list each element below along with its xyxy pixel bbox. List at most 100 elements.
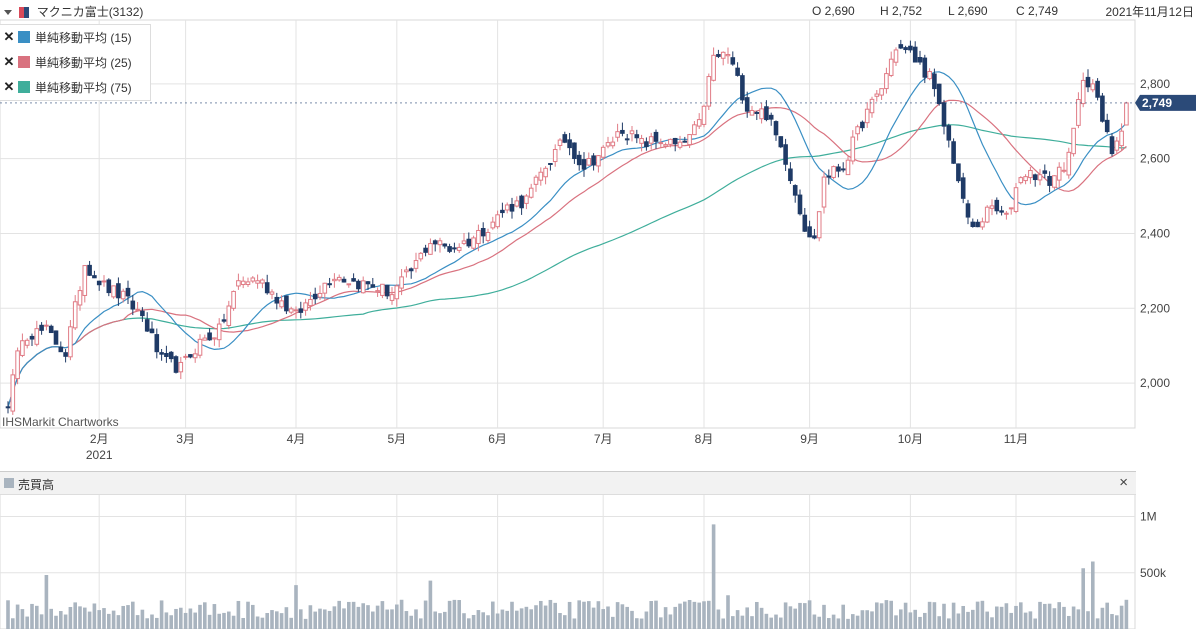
volume-bar	[327, 610, 332, 629]
volume-bar	[899, 609, 903, 629]
volume-title: 売買高	[18, 478, 55, 492]
volume-bar	[841, 604, 845, 629]
candle-body	[58, 346, 64, 353]
candle-body	[351, 278, 356, 282]
candle-body	[399, 276, 404, 289]
candle-body	[552, 148, 558, 163]
candle-body	[202, 337, 208, 341]
candle-body	[524, 195, 529, 204]
candle-body	[154, 334, 160, 353]
volume-bar	[1028, 611, 1033, 629]
candle-body	[610, 141, 616, 147]
volume-bar	[817, 616, 821, 629]
volume-bar	[188, 608, 193, 629]
volume-bar	[543, 605, 548, 629]
volume-bar	[822, 604, 826, 629]
candle-body	[706, 76, 712, 107]
candle-body	[989, 205, 995, 209]
symbol-selector[interactable]: マクニカ富士(3132)	[4, 3, 143, 20]
candle-body	[605, 142, 611, 147]
volume-bar	[519, 608, 524, 629]
candle-body	[999, 210, 1004, 213]
volume-bar	[231, 615, 236, 629]
volume-bar	[35, 605, 39, 629]
candle-body	[538, 171, 544, 181]
volume-bar	[54, 615, 58, 629]
ma15-line	[7, 71, 1127, 408]
candle-body	[812, 235, 817, 239]
volume-bar	[659, 617, 663, 629]
volume-bar	[798, 602, 802, 629]
legend-item-ma15[interactable]: ✕ 単純移動平均 (15)	[0, 25, 132, 49]
candle-body	[711, 54, 716, 81]
candle-body	[485, 231, 491, 241]
volume-bar	[126, 605, 130, 629]
candle-body	[591, 155, 596, 166]
volume-bar	[683, 601, 687, 629]
volume-bar	[918, 616, 922, 629]
candle-body	[826, 175, 832, 178]
candle-body	[360, 280, 366, 294]
volume-bar	[879, 603, 884, 629]
volume-bar	[145, 618, 149, 629]
flag-icon-secondary	[24, 7, 30, 19]
x-tick-label: 8月	[695, 432, 714, 446]
candle-body	[994, 199, 1000, 212]
volume-bar	[596, 601, 601, 629]
volume-bar	[1038, 601, 1042, 629]
close-icon[interactable]: ×	[1119, 474, 1128, 491]
candle-body	[231, 290, 236, 309]
close-icon[interactable]: ✕	[3, 79, 15, 94]
candle-body	[500, 209, 505, 214]
volume-bar	[337, 600, 341, 629]
candle-body	[1037, 174, 1043, 181]
candle-body	[768, 114, 774, 120]
candle-body	[879, 88, 884, 96]
chevron-down-icon[interactable]	[4, 10, 12, 16]
volume-bar	[438, 613, 442, 629]
volume-bar	[707, 600, 711, 629]
candle-body	[1023, 176, 1028, 182]
candle-body	[264, 282, 270, 294]
candle-body	[389, 294, 395, 301]
candle-body	[576, 154, 582, 166]
candle-body	[20, 340, 25, 356]
candle-body	[557, 139, 563, 146]
legend-label: 単純移動平均 (75)	[35, 80, 132, 95]
candle-body	[960, 177, 966, 199]
volume-bar	[1119, 605, 1124, 629]
candle-body	[720, 51, 726, 59]
volume-bar	[591, 607, 596, 629]
candle-body	[178, 361, 184, 373]
volume-bar	[644, 611, 649, 629]
candle-body	[274, 296, 280, 304]
volume-bar	[606, 606, 610, 629]
candle-body	[418, 252, 424, 260]
candle-body	[173, 356, 179, 373]
candle-body	[716, 54, 721, 57]
candle-body	[456, 246, 462, 251]
volume-bar	[399, 599, 404, 629]
volume-bar	[419, 618, 423, 629]
volume-bar	[390, 609, 394, 629]
candle-body	[740, 75, 745, 101]
candle-body	[927, 71, 932, 80]
close-icon[interactable]: ✕	[3, 54, 15, 69]
volume-bar	[783, 602, 788, 629]
candle-body	[437, 240, 443, 246]
volume-bar	[409, 615, 413, 629]
volume-bar	[443, 611, 447, 629]
candle-body	[1090, 83, 1096, 91]
legend-item-ma75[interactable]: ✕ 単純移動平均 (75)	[0, 75, 132, 99]
candle-body	[677, 141, 683, 148]
volume-bar	[255, 616, 260, 629]
close-icon[interactable]: ✕	[3, 29, 15, 44]
chart-header: マクニカ富士(3132) O 2,690 H 2,752 L 2,690 C 2…	[0, 0, 1200, 20]
volume-bar	[1091, 561, 1095, 629]
volume-bar	[203, 602, 207, 629]
volume-bar	[692, 601, 697, 629]
legend-item-ma25[interactable]: ✕ 単純移動平均 (25)	[0, 50, 132, 74]
candle-body	[1071, 127, 1076, 155]
volume-bar	[567, 601, 572, 629]
